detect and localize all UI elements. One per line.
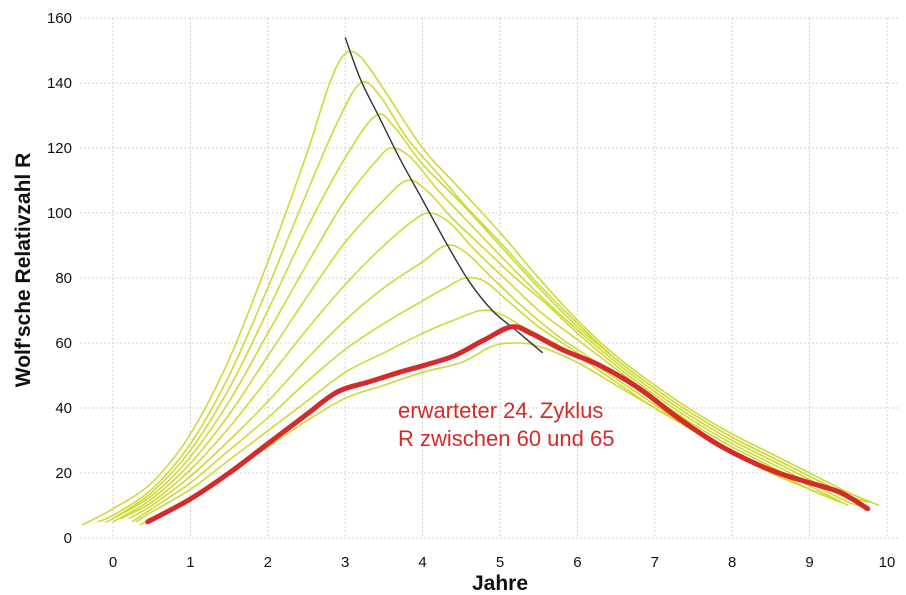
y-tick-labels: 0 20 40 60 80 100 120 140 160 bbox=[47, 10, 72, 547]
annotation-line-2: R zwischen 60 und 65 bbox=[398, 426, 614, 451]
model-curve-line bbox=[128, 244, 841, 520]
expected-cycle-series bbox=[145, 324, 871, 525]
y-axis-title: Wolf'sche Relativzahl R bbox=[12, 153, 35, 388]
y-tick-label: 60 bbox=[55, 335, 72, 352]
x-tick-label: 9 bbox=[805, 554, 813, 571]
grid-lines bbox=[80, 17, 900, 539]
model-curve-line bbox=[120, 212, 849, 520]
y-tick-label: 0 bbox=[64, 530, 72, 547]
x-tick-label: 8 bbox=[728, 554, 736, 571]
x-tick-label: 5 bbox=[496, 554, 504, 571]
x-tick-label: 0 bbox=[109, 554, 117, 571]
model-curves bbox=[81, 50, 880, 526]
x-tick-label: 7 bbox=[651, 554, 659, 571]
x-tick-label: 1 bbox=[186, 554, 194, 571]
x-tick-label: 4 bbox=[418, 554, 426, 571]
y-tick-label: 20 bbox=[55, 465, 72, 482]
x-tick-label: 6 bbox=[573, 554, 581, 571]
annotation-line-1: erwarteter 24. Zyklus bbox=[398, 398, 603, 423]
peak-trend-line bbox=[344, 37, 544, 354]
model-curve-line bbox=[112, 147, 865, 520]
x-tick-label: 3 bbox=[341, 554, 349, 571]
expected-cycle-line bbox=[145, 324, 871, 525]
y-tick-label: 40 bbox=[55, 400, 72, 417]
y-tick-label: 100 bbox=[47, 205, 72, 222]
y-tick-label: 160 bbox=[47, 10, 72, 27]
x-tick-labels: 0 1 2 3 4 5 6 7 8 9 10 bbox=[109, 554, 896, 571]
model-curve-line bbox=[81, 50, 880, 526]
peak-trend-curve bbox=[344, 37, 544, 354]
y-tick-label: 80 bbox=[55, 270, 72, 287]
y-tick-label: 120 bbox=[47, 140, 72, 157]
x-axis-title: Jahre bbox=[472, 572, 528, 595]
y-tick-label: 140 bbox=[47, 75, 72, 92]
model-curve-line bbox=[112, 179, 861, 523]
x-tick-label: 10 bbox=[879, 554, 896, 571]
model-curve-line bbox=[104, 113, 868, 523]
x-tick-label: 2 bbox=[264, 554, 272, 571]
